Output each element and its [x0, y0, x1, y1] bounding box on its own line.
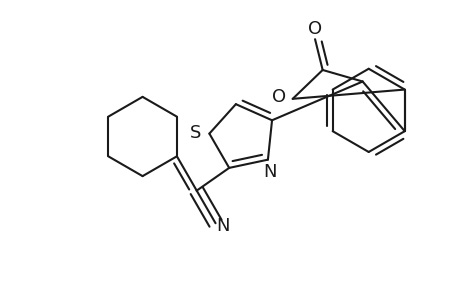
Text: N: N	[263, 163, 276, 181]
Text: N: N	[216, 217, 230, 235]
Text: S: S	[190, 124, 201, 142]
Text: O: O	[308, 20, 321, 38]
Text: O: O	[271, 88, 285, 106]
